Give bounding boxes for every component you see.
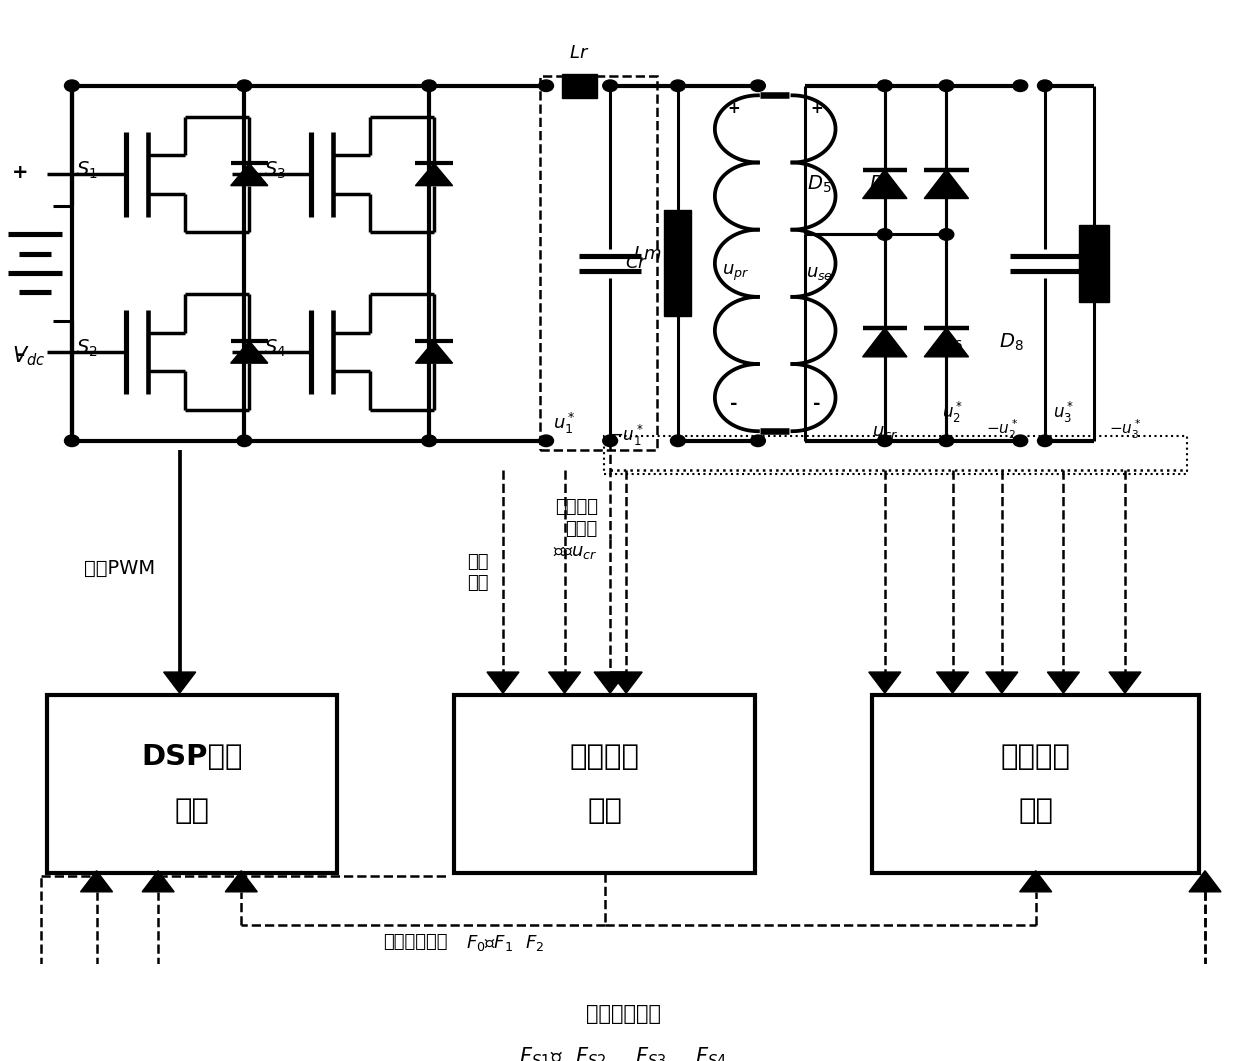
Polygon shape (986, 672, 1018, 693)
Text: $F_0$、$F_1$  $F_2$: $F_0$、$F_1$ $F_2$ (466, 933, 544, 953)
Polygon shape (1019, 871, 1052, 892)
Text: $S_1$: $S_1$ (76, 160, 98, 181)
Polygon shape (231, 163, 268, 186)
Circle shape (1013, 80, 1028, 91)
Circle shape (64, 80, 79, 91)
Bar (604, 436, 1187, 474)
Text: $-u_3^*$: $-u_3^*$ (1109, 418, 1141, 440)
Bar (873, 695, 1199, 872)
Circle shape (878, 435, 893, 447)
Text: 阈值
电压: 阈值 电压 (467, 554, 489, 592)
Text: $D_8$: $D_8$ (999, 332, 1024, 353)
Polygon shape (863, 328, 906, 356)
Text: $-u_2^*$: $-u_2^*$ (986, 418, 1018, 440)
Text: $D_7$: $D_7$ (869, 173, 894, 195)
Polygon shape (143, 871, 174, 892)
Circle shape (1038, 435, 1053, 447)
Polygon shape (936, 672, 968, 693)
Text: $Lm$: $Lm$ (632, 245, 661, 263)
Bar (1079, 225, 1109, 301)
Text: -: - (729, 396, 737, 414)
Text: 电路: 电路 (1018, 797, 1053, 824)
Text: $Lr$: $Lr$ (569, 44, 589, 62)
Polygon shape (231, 341, 268, 363)
Text: 故障诊断: 故障诊断 (569, 743, 640, 771)
Circle shape (237, 435, 252, 447)
Text: 故障位置信号: 故障位置信号 (585, 1004, 661, 1024)
Polygon shape (1048, 672, 1079, 693)
Circle shape (671, 435, 686, 447)
Polygon shape (610, 672, 642, 693)
Bar (665, 210, 692, 316)
Bar (539, 76, 657, 450)
Polygon shape (164, 672, 196, 693)
Polygon shape (869, 672, 900, 693)
Text: $u_{cr}$: $u_{cr}$ (872, 422, 898, 440)
Polygon shape (81, 871, 113, 892)
Text: -: - (813, 396, 821, 414)
Circle shape (237, 80, 252, 91)
Text: 故障定位: 故障定位 (1001, 743, 1070, 771)
Circle shape (1013, 435, 1028, 447)
Polygon shape (863, 170, 906, 198)
Text: 采样谐振
振电容
电压$u_{cr}$: 采样谐振 振电容 电压$u_{cr}$ (553, 498, 598, 561)
Bar (562, 73, 596, 98)
Polygon shape (1109, 672, 1141, 693)
Circle shape (939, 229, 954, 240)
Circle shape (750, 435, 765, 447)
Polygon shape (226, 871, 257, 892)
Text: DSP控制: DSP控制 (141, 743, 243, 771)
Polygon shape (924, 328, 968, 356)
Text: $u_3^*$: $u_3^*$ (1053, 400, 1074, 425)
Text: +: + (811, 101, 823, 117)
Circle shape (422, 435, 436, 447)
Text: 电路: 电路 (175, 797, 210, 824)
Polygon shape (548, 672, 580, 693)
Bar (454, 695, 755, 872)
Circle shape (939, 435, 954, 447)
Circle shape (878, 229, 893, 240)
Polygon shape (594, 672, 626, 693)
Text: $F_{S1}$、  $F_{S2}$    $F_{S3}$    $F_{S4}$: $F_{S1}$、 $F_{S2}$ $F_{S3}$ $F_{S4}$ (518, 1045, 727, 1061)
Text: $S_3$: $S_3$ (264, 160, 286, 181)
Circle shape (422, 80, 436, 91)
Circle shape (538, 435, 553, 447)
Circle shape (671, 80, 686, 91)
Circle shape (64, 435, 79, 447)
Text: $D_5$: $D_5$ (807, 173, 832, 195)
Text: -: - (15, 345, 25, 365)
Text: $S_4$: $S_4$ (264, 337, 286, 359)
Polygon shape (415, 163, 453, 186)
Text: $u_{pr}$: $u_{pr}$ (722, 263, 749, 283)
Bar (47, 695, 337, 872)
Polygon shape (487, 672, 520, 693)
Text: $u_2^*$: $u_2^*$ (942, 400, 963, 425)
Circle shape (603, 435, 618, 447)
Circle shape (538, 80, 553, 91)
Text: +: + (727, 101, 740, 117)
Text: $V_{dc}$: $V_{dc}$ (12, 345, 46, 368)
Text: $S_2$: $S_2$ (76, 337, 98, 359)
Text: 移相PWM: 移相PWM (84, 558, 155, 577)
Circle shape (603, 80, 618, 91)
Circle shape (939, 80, 954, 91)
Circle shape (878, 80, 893, 91)
Text: $D_6$: $D_6$ (937, 332, 962, 353)
Text: $u_{se}$: $u_{se}$ (806, 264, 833, 282)
Circle shape (1038, 80, 1053, 91)
Polygon shape (924, 170, 968, 198)
Text: $u_1^*$: $u_1^*$ (553, 411, 575, 436)
Text: 电路: 电路 (587, 797, 622, 824)
Circle shape (750, 80, 765, 91)
Text: $Cr$: $Cr$ (625, 255, 647, 273)
Text: +: + (12, 162, 29, 181)
Text: $-u_1^*$: $-u_1^*$ (609, 423, 644, 449)
Polygon shape (415, 341, 453, 363)
Polygon shape (1189, 871, 1221, 892)
Text: 故障判别信号: 故障判别信号 (383, 933, 448, 951)
